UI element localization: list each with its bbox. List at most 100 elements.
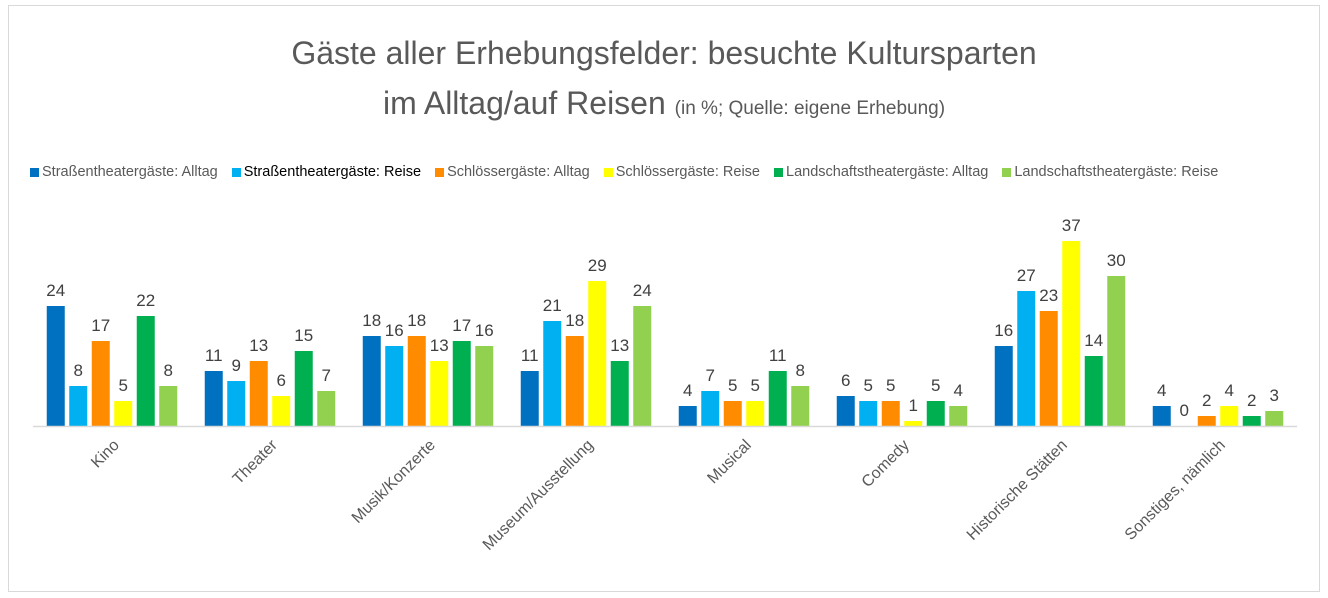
bar (701, 391, 720, 426)
data-label: 27 (1017, 266, 1036, 285)
legend-item: Straßentheatergäste: Reise (231, 164, 422, 180)
data-label: 5 (886, 376, 895, 395)
bar (859, 401, 878, 426)
data-label: 21 (543, 296, 562, 315)
data-label: 15 (294, 326, 313, 345)
bar (204, 371, 223, 426)
legend-item: Schlössergäste: Reise (603, 164, 760, 180)
chart-title: Gäste aller Erhebungsfelder: besuchte Ku… (0, 28, 1328, 134)
data-label: 18 (362, 311, 381, 330)
legend-label: Schlössergäste: Alltag (447, 164, 590, 180)
chart-frame (8, 5, 1320, 592)
bar (227, 381, 246, 426)
legend-swatch (231, 167, 241, 177)
bar (294, 351, 313, 426)
data-label: 13 (430, 336, 449, 355)
legend-item: Schlössergäste: Alltag (435, 164, 590, 180)
category-label: Sonstiges, nämlich (1122, 437, 1229, 544)
data-label: 16 (475, 321, 494, 340)
bar (926, 401, 945, 426)
data-label: 14 (1084, 331, 1103, 350)
legend-swatch (30, 167, 39, 177)
bar (881, 401, 900, 426)
data-label: 2 (1247, 391, 1256, 410)
data-label: 8 (796, 361, 805, 380)
legend-swatch (1002, 167, 1012, 177)
bar (114, 401, 133, 426)
data-label: 7 (706, 366, 715, 385)
data-label: 13 (610, 336, 629, 355)
data-label: 1 (909, 396, 918, 415)
bar (565, 336, 584, 426)
bar (994, 346, 1013, 426)
data-label: 2 (1202, 391, 1211, 410)
category-label: Musik/Konzerte (349, 437, 439, 527)
data-label: 16 (994, 321, 1013, 340)
bar (543, 321, 562, 426)
legend-label: Straßentheatergäste: Reise (243, 164, 422, 180)
data-label: 11 (521, 346, 539, 365)
title-line-2: im Alltag/auf Reisen (in %; Quelle: eige… (0, 78, 1328, 134)
bar (1152, 406, 1171, 426)
legend-label: Straßentheatergäste: Alltag (42, 164, 218, 180)
data-label: 24 (46, 281, 65, 300)
bar (836, 396, 855, 426)
category-label: Musical (704, 437, 754, 487)
bar (1062, 241, 1081, 426)
chart-subtitle: (in %; Quelle: eigene Erhebung) (674, 98, 946, 119)
category-label: Comedy (859, 437, 913, 491)
bar (69, 386, 88, 426)
bar (430, 361, 449, 426)
data-label: 5 (728, 376, 737, 395)
category-label: Museum/Ausstellung (480, 437, 597, 554)
bar (1242, 416, 1261, 426)
bar (1107, 276, 1126, 426)
data-label: 8 (74, 361, 83, 380)
data-label: 5 (931, 376, 940, 395)
bar (520, 371, 539, 426)
legend-swatch (435, 167, 445, 177)
bar (949, 406, 968, 426)
bar (452, 341, 471, 426)
data-label: 16 (385, 321, 404, 340)
bar (791, 386, 810, 426)
bar (91, 341, 110, 426)
legend-label: Landschaftstheatergäste: Reise (1014, 164, 1219, 180)
legend-item: Landschaftstheatergäste: Alltag (774, 164, 988, 180)
data-label: 6 (841, 371, 850, 390)
bar (385, 346, 404, 426)
bar (904, 421, 923, 426)
data-label: 4 (683, 381, 692, 400)
data-label: 17 (452, 316, 471, 335)
data-label: 5 (119, 376, 128, 395)
bar (1265, 411, 1284, 426)
data-label: 17 (91, 316, 110, 335)
data-label: 13 (249, 336, 268, 355)
bar (633, 306, 652, 426)
category-label: Theater (230, 436, 281, 487)
legend-label: Schlössergäste: Reise (615, 164, 760, 180)
bar (1197, 416, 1216, 426)
data-label: 8 (164, 361, 173, 380)
data-label: 3 (1270, 386, 1279, 405)
bar (678, 406, 697, 426)
category-label: Kino (88, 437, 123, 472)
data-label: 4 (1225, 381, 1234, 400)
data-label: 18 (565, 311, 584, 330)
data-label: 30 (1107, 251, 1126, 270)
category-label: Historische Stätten (964, 437, 1071, 544)
bar (1039, 311, 1058, 426)
data-label: 0 (1180, 401, 1189, 420)
data-label: 4 (1157, 381, 1166, 400)
bar (317, 391, 336, 426)
title-line-1: Gäste aller Erhebungsfelder: besuchte Ku… (291, 35, 1037, 71)
bar (407, 336, 426, 426)
bar (249, 361, 268, 426)
data-label: 23 (1039, 286, 1058, 305)
data-label: 37 (1062, 216, 1081, 235)
data-label: 22 (136, 291, 155, 310)
bar (588, 281, 607, 426)
data-label: 11 (205, 346, 223, 365)
bar (272, 396, 291, 426)
data-label: 9 (232, 356, 241, 375)
